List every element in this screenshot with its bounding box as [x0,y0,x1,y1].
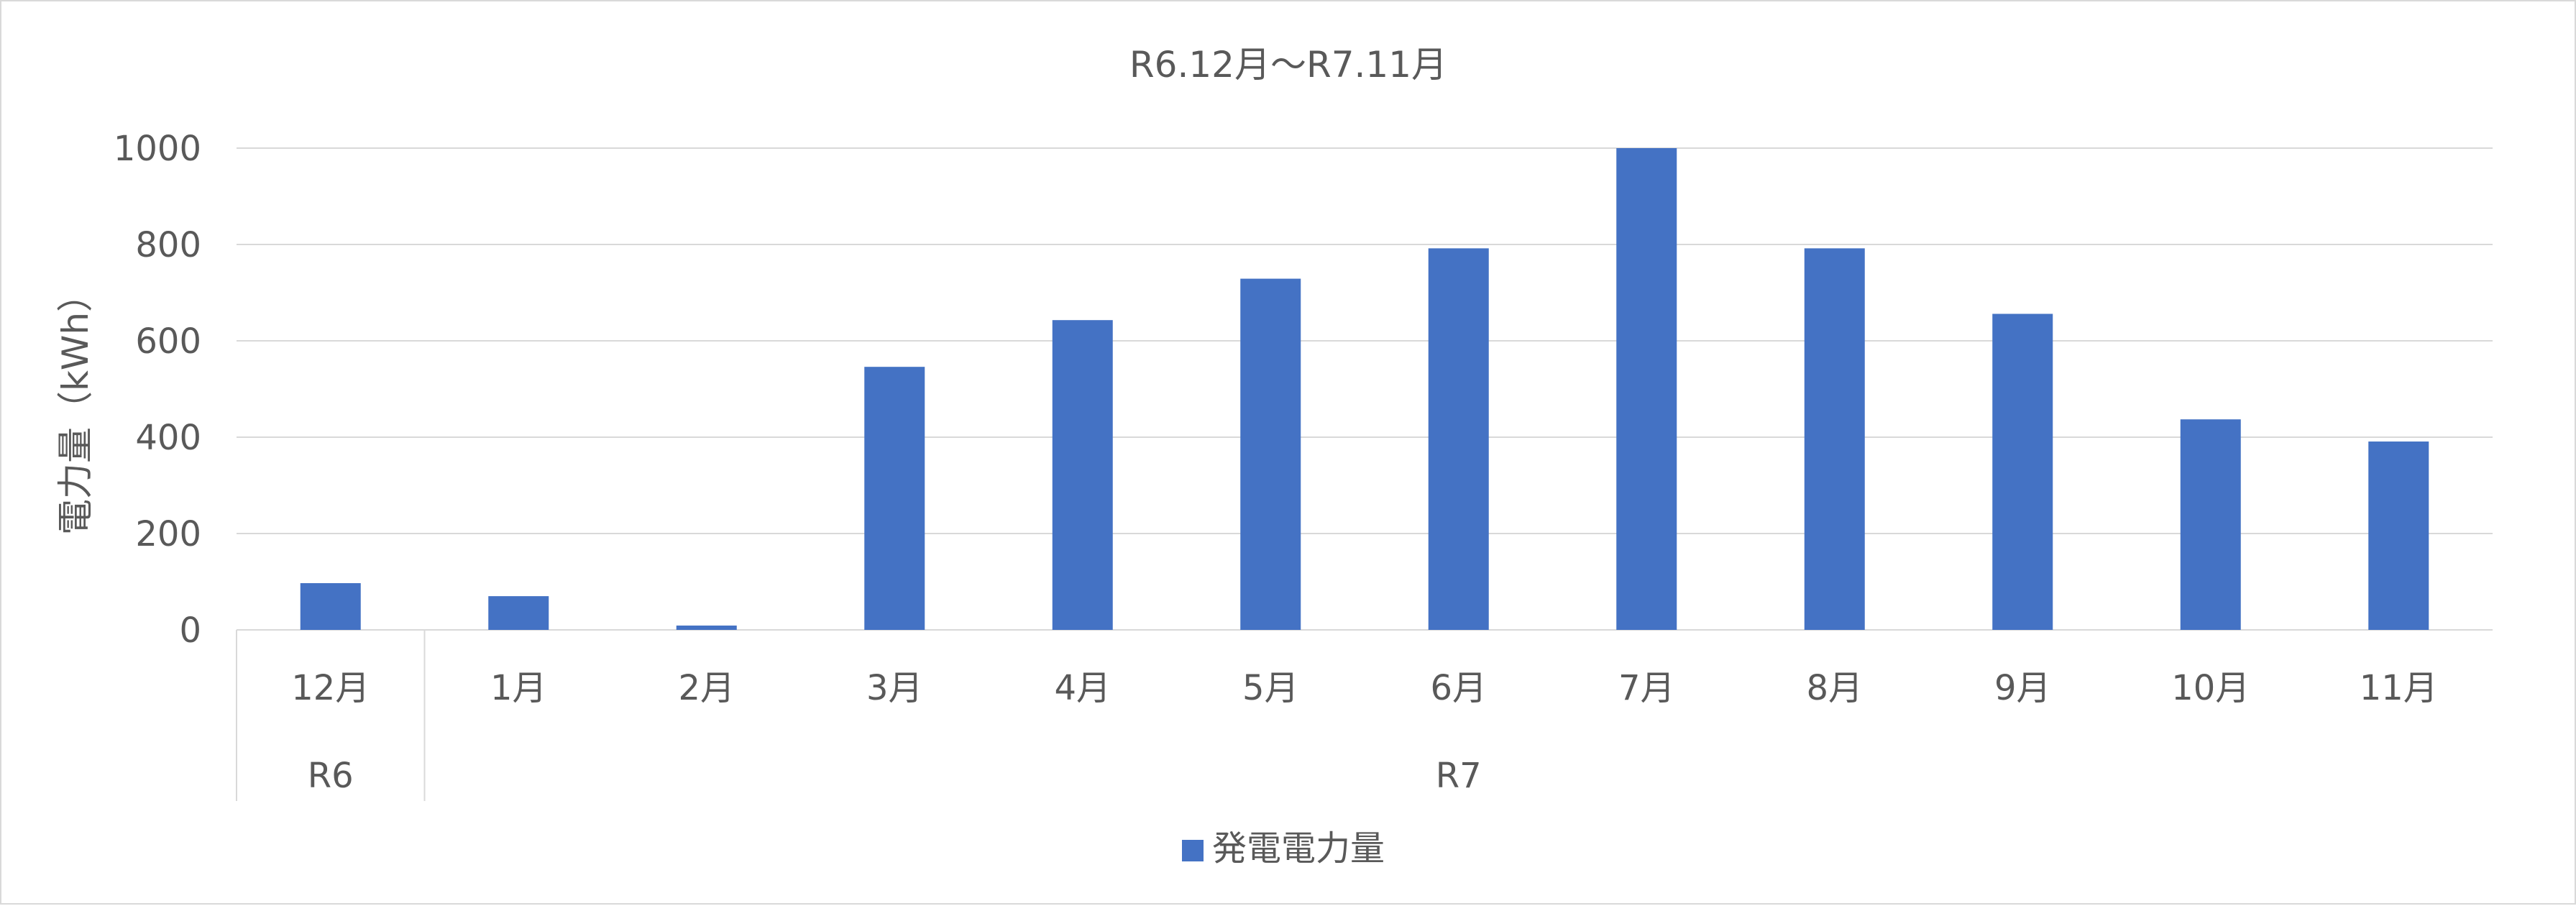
legend: 発電電力量 [1182,828,1385,869]
y-tick-label: 600 [135,321,201,362]
bar [676,625,737,630]
legend-swatch [1182,840,1204,861]
x-tick-label: 9月 [1994,668,2051,708]
bar [488,596,549,630]
x-axis: 12月 1月 2月 3月 4月 5月 6月 7月 8月 9月 10月 11月 R6 R7 [236,630,2438,801]
bar [1240,278,1301,630]
bar [300,583,361,630]
bar [864,367,925,630]
x-tick-label: 12月 [291,668,370,708]
x-tick-label: 7月 [1618,668,1675,708]
bar [2368,441,2429,630]
bar [1052,320,1113,630]
x-tick-label: 8月 [1806,668,1863,708]
bar [2180,419,2241,630]
y-tick-label: 1000 [114,129,201,169]
bar [1428,248,1489,630]
x-tick-label: 3月 [866,668,923,708]
x-tick-label: 2月 [678,668,735,708]
x-tick-label: 10月 [2171,668,2250,708]
x-tick-label: 1月 [490,668,547,708]
x-tick-label: 11月 [2360,668,2438,708]
y-axis-label: 電力量（kWh） [55,276,96,535]
bar [1804,248,1865,630]
y-tick-label: 400 [135,418,201,458]
y-tick-labels: 0 200 400 600 800 1000 [114,129,201,651]
x-tick-label: 5月 [1242,668,1299,708]
x-tick-label: 6月 [1430,668,1487,708]
chart-title: R6.12月～R7.11月 [1129,44,1447,86]
y-tick-label: 200 [135,514,201,554]
x-tick-label: 4月 [1054,668,1111,708]
gridlines [237,147,2493,631]
bar-series [300,148,2429,630]
y-tick-label: 800 [135,225,201,265]
y-tick-label: 0 [179,610,201,651]
bar [1992,314,2053,630]
x-group-label: R7 [1436,756,1482,796]
x-group-label: R6 [308,756,354,796]
legend-label: 発電電力量 [1212,828,1385,869]
bar [1616,148,1677,630]
